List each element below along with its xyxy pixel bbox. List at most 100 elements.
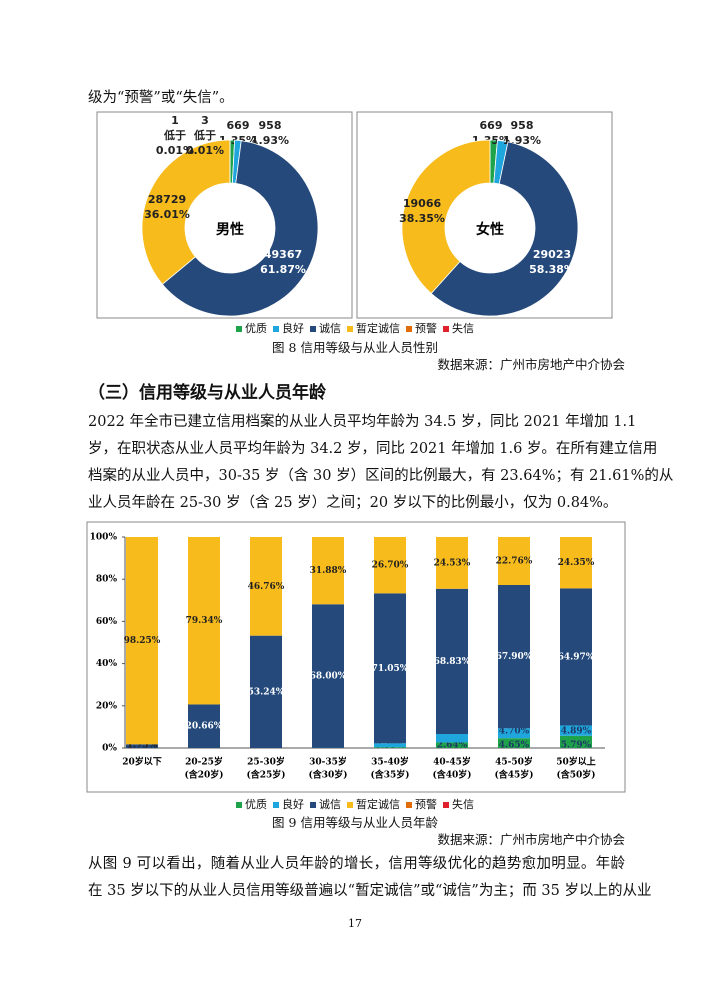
x-tick-label: 40-45岁 [433,756,471,768]
section-heading: （三）信用等级与从业人员年龄 [88,383,326,403]
legend-swatch [406,326,412,332]
data-label: 958 [511,119,534,132]
bar-segment [188,537,220,705]
y-tick-label: 0% [102,744,117,754]
legend-item: 失信 [443,796,474,812]
data-label: 0.01% [186,144,224,157]
data-label: 3 [201,114,209,127]
data-label: 4.89% [561,727,592,737]
text-line: 在 35 岁以下的从业人员信用等级普遍以“暂定诚信”或“诚信”为主；而 35 岁… [88,883,652,899]
page-number: 17 [348,917,362,930]
data-label: 1.75% [127,741,158,751]
legend-item: 优质 [236,796,267,812]
legend-label: 优质 [245,322,267,335]
legend-item: 优质 [236,320,267,336]
data-label: 64.97% [558,652,595,662]
data-label: 68.83% [434,657,471,667]
legend-label: 暂定诚信 [356,322,400,335]
x-tick-label: 20-25岁 [185,756,223,768]
y-tick-label: 40% [96,659,118,669]
legend-swatch [236,802,242,808]
center-label: 女性 [476,221,504,238]
caption: 图 9 信用等级与从业人员年龄 [272,815,438,830]
data-label: 低于 [193,128,216,142]
legend-item: 暂定诚信 [347,796,400,812]
data-label: 1 [171,114,179,127]
legend-label: 预警 [415,322,437,335]
legend-label: 优质 [245,798,267,811]
legend-swatch [406,802,412,808]
bar-segment [560,735,592,748]
data-label: 4.65% [499,741,530,751]
x-tick-label: (含20岁) [184,769,223,781]
legend-swatch [236,326,242,332]
data-label: 19066 [403,197,442,210]
x-tick-label: (含40岁) [432,769,471,781]
donut-segment [141,139,231,285]
x-tick-label: 45-50岁 [495,756,533,768]
bar-segment [374,537,406,594]
y-tick-label: 60% [96,617,118,627]
bar-segment [560,537,592,589]
x-tick-label: (含50岁) [556,769,595,781]
legend-swatch [273,326,279,332]
legend-item: 预警 [406,320,437,336]
legend-item: 良好 [273,796,304,812]
bar-segment [374,593,406,744]
legend: 优质 良好 诚信 暂定诚信 预警 失信 [0,320,710,336]
x-tick-label: 30-35岁 [309,756,347,768]
donut-segment [161,140,319,317]
data-label: 28729 [148,193,186,206]
figure-box [356,111,613,319]
data-label: 4.70% [499,727,530,737]
bar-segment [312,604,344,748]
legend-label: 失信 [452,798,474,811]
text-line: 2022 年全市已建立信用档案的从业人员平均年龄为 34.5 岁，同比 2021… [88,414,637,430]
data-label: 669 [227,119,250,132]
bar-segment [312,537,344,605]
data-label: 38.35% [399,212,445,225]
legend-label: 预警 [415,798,437,811]
y-tick-label: 100% [90,533,118,543]
legend-item: 预警 [406,796,437,812]
bar-segment [498,738,530,748]
data-label: 49367 [264,248,302,261]
data-label: 20.66% [186,722,223,732]
text-line: 档案的从业人员中，30-35 岁（含 30 岁）区间的比例最大，有 23.64%… [88,468,674,484]
center-label: 男性 [216,221,244,238]
data-label: 2.64% [437,741,468,751]
data-label: 5.79% [561,741,592,751]
y-tick-label: 80% [96,575,118,585]
legend-item: 暂定诚信 [347,320,400,336]
bar-segment [374,747,406,748]
legend-swatch [310,326,316,332]
text-line: 业人员年龄在 25-30 岁（含 25 岁）之间；20 岁以下的比例最小，仅为 … [88,495,618,511]
source: 数据来源：广州市房地产中介协会 [437,832,625,847]
bar-segment [126,744,158,748]
data-label: 低于 [163,128,186,142]
x-tick-label: (含45岁) [494,769,533,781]
bar-segment [436,734,468,743]
legend-swatch [347,802,353,808]
data-label: 958 [259,119,282,132]
legend-swatch [273,802,279,808]
data-label: 98.25% [124,636,161,646]
data-label: 31.88% [310,566,347,576]
legend-swatch [443,802,449,808]
bar-segment [560,725,592,736]
bar-segment [498,536,530,586]
bar-segment [436,588,468,735]
bar-segment [436,537,468,589]
data-label: 669 [480,119,503,132]
data-label: 24.53% [434,558,471,568]
data-label: 53.24% [248,687,285,697]
x-tick-label: 35-40岁 [371,756,409,768]
data-label: 26.70% [372,561,409,571]
data-label: 24.35% [558,558,595,568]
bar-segment [250,537,282,636]
caption: 图 8 信用等级与从业人员性别 [272,340,438,355]
data-label: 22.76% [496,556,533,566]
legend-swatch [310,802,316,808]
